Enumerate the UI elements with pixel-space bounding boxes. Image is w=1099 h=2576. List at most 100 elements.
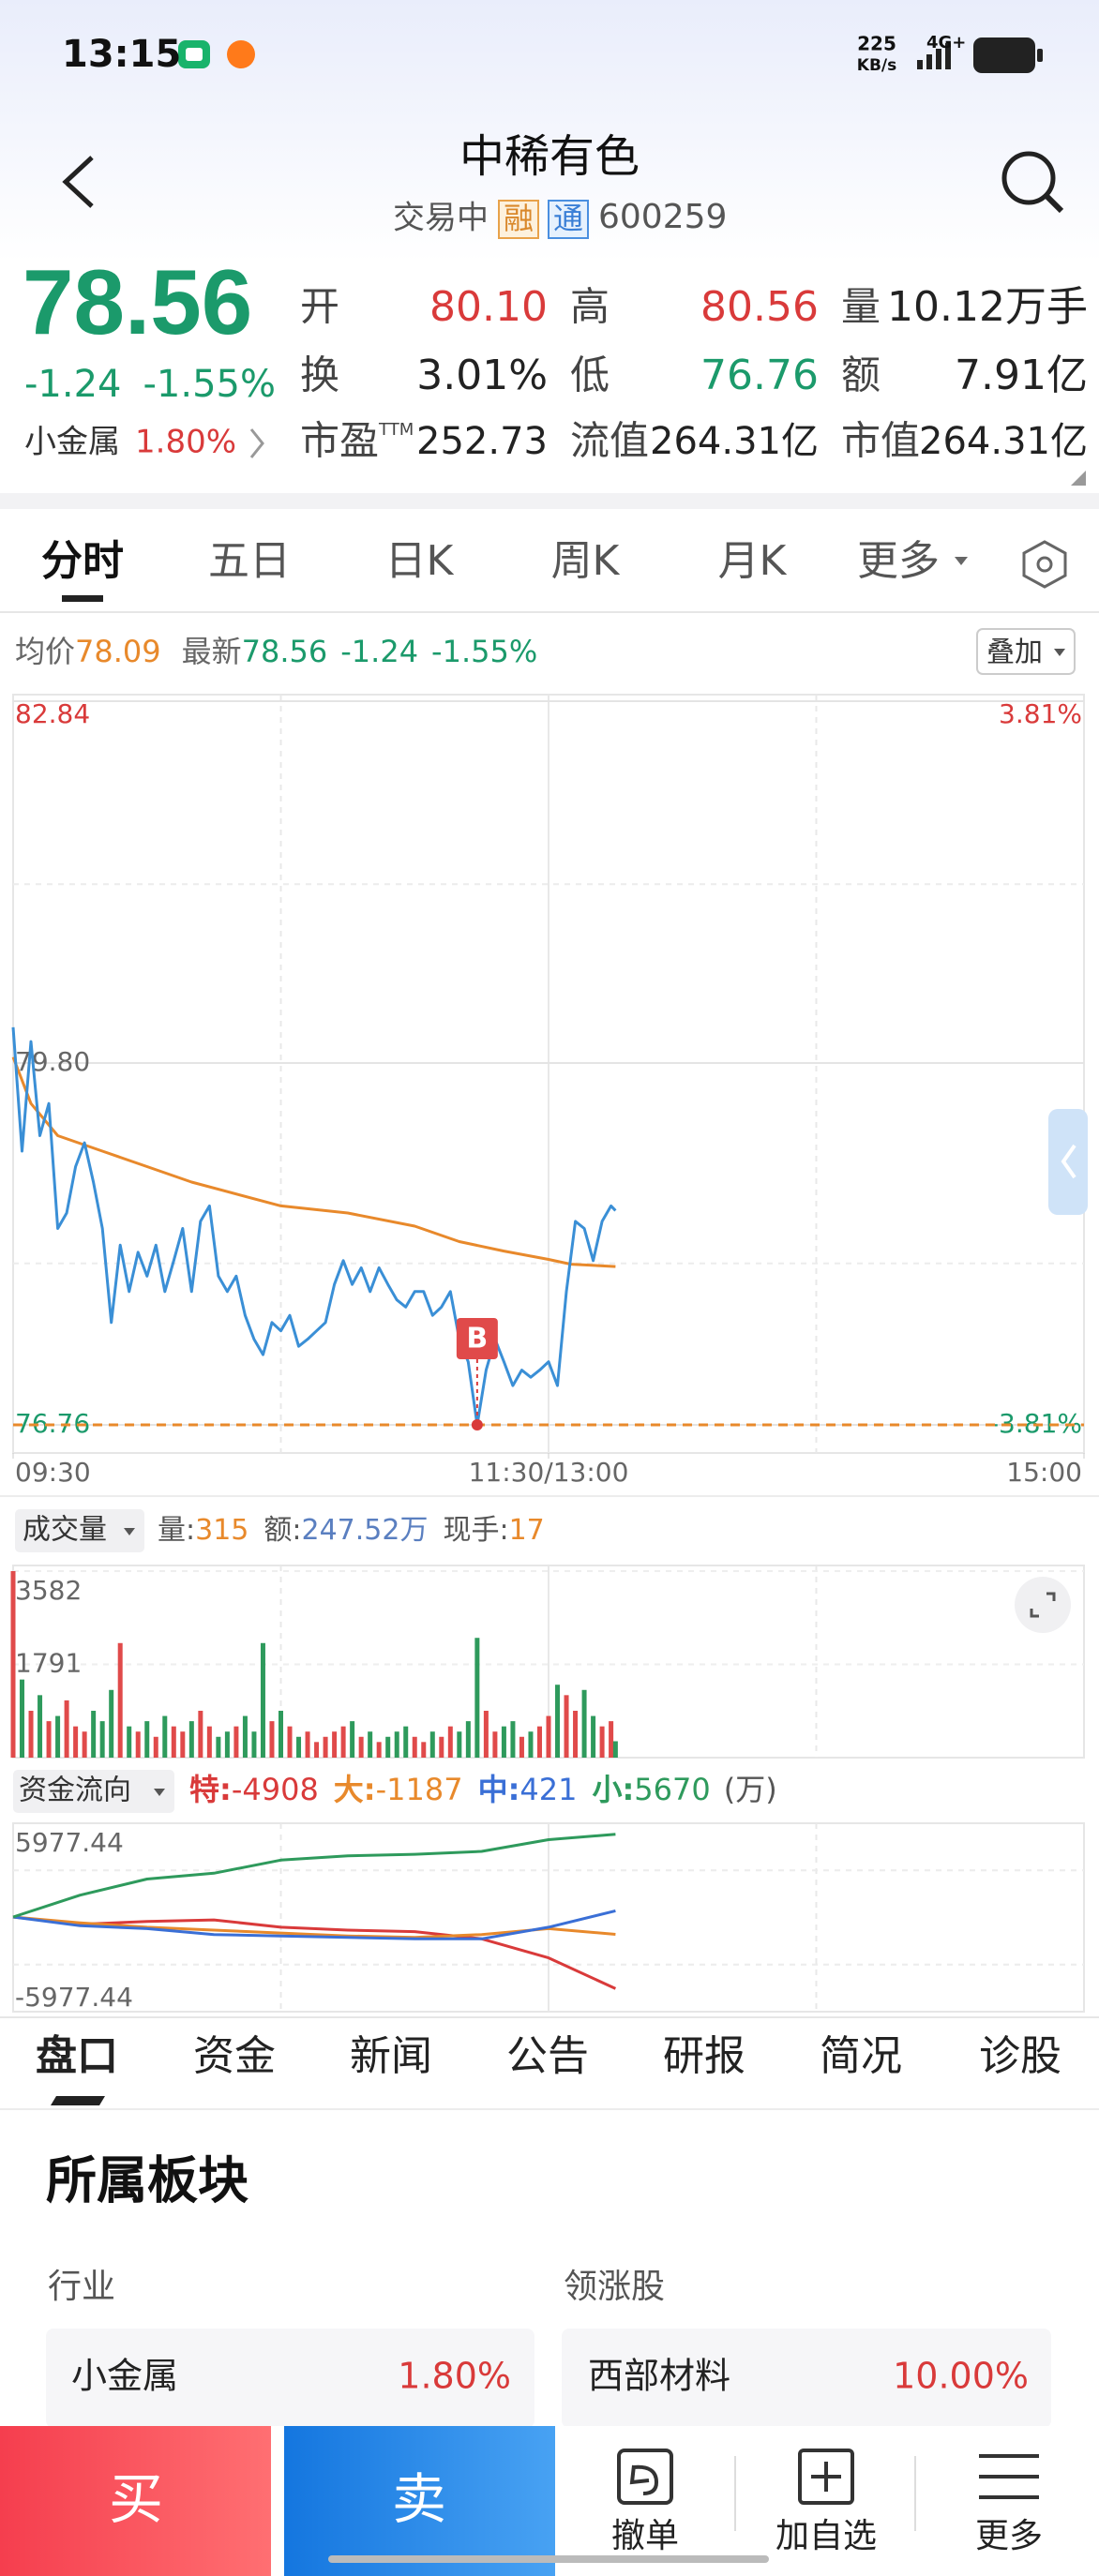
volume-bar <box>233 1726 239 1758</box>
flow-info-part: -1187 <box>376 1772 463 1807</box>
net-speed-unit: KB/s <box>857 56 896 75</box>
series-line <box>12 1909 616 1940</box>
chart-tab[interactable]: 月K <box>718 537 788 585</box>
volume-bar <box>38 1695 43 1758</box>
buy-button[interactable] <box>0 2426 271 2576</box>
chart-tab[interactable]: 日K <box>385 537 455 585</box>
volume-bar <box>188 1721 194 1758</box>
industry-label: 行业 <box>48 2268 115 2306</box>
info-tab[interactable]: 研报 <box>663 2032 745 2080</box>
overlay-button[interactable] <box>976 628 1076 675</box>
sell-button[interactable] <box>284 2426 555 2576</box>
stat-label-sup: TTM <box>378 420 414 440</box>
info-tab[interactable]: 诊股 <box>979 2032 1061 2080</box>
net-speed: 225 <box>857 33 896 55</box>
volume-bar <box>394 1731 399 1758</box>
volume-bar <box>536 1726 542 1758</box>
chart-tab[interactable]: 分时 <box>41 537 124 585</box>
volume-bar <box>519 1736 524 1758</box>
volume-bar <box>127 1726 132 1758</box>
clock: 13:15 <box>62 33 181 76</box>
watch-plus <box>811 2462 841 2492</box>
volume-bar <box>305 1731 310 1758</box>
chart-tab[interactable]: 周K <box>551 537 621 585</box>
volume-bar <box>412 1736 417 1758</box>
industry-card[interactable] <box>46 2329 534 2428</box>
price-info: 均价78.09 最新78.56 -1.24 -1.55% <box>15 634 537 669</box>
search-handle <box>1044 193 1064 214</box>
back-button[interactable] <box>62 156 94 208</box>
series-line <box>12 1915 616 1939</box>
stat-value: 80.56 <box>700 283 819 331</box>
series-line <box>11 1056 616 1268</box>
stock-name: 中稀有色 <box>459 130 640 183</box>
side-tab[interactable] <box>1048 1109 1088 1215</box>
volume-bar <box>224 1731 230 1758</box>
volume-bar <box>612 1741 618 1758</box>
volume-bar <box>20 1679 25 1758</box>
info-tab[interactable]: 公告 <box>506 2032 589 2080</box>
volume-bar <box>528 1731 534 1758</box>
badge-bg <box>498 200 539 239</box>
stat-label: 高 <box>570 284 610 330</box>
volume-bar <box>368 1731 373 1758</box>
stat-value: 3.01% <box>416 352 548 399</box>
volume-bar <box>492 1731 498 1758</box>
volume-bar <box>153 1736 158 1758</box>
action-label: 加自选 <box>775 2517 877 2555</box>
price-info-part: -1.24 <box>340 634 418 669</box>
volume-bar <box>162 1715 168 1758</box>
x-tick-label: 15:00 <box>1006 1457 1082 1488</box>
settings-button[interactable] <box>1022 540 1067 589</box>
stat-label: 量 <box>841 284 881 330</box>
info-tab[interactable]: 简况 <box>820 2032 902 2080</box>
flow-info: 特:-4908 大:-1187 中:421 小:5670 (万) <box>189 1772 777 1807</box>
info-tab[interactable]: 新闻 <box>350 2032 432 2080</box>
volume-bar <box>269 1721 275 1758</box>
leader-card[interactable] <box>562 2329 1051 2428</box>
expand-button[interactable] <box>1015 1577 1071 1633</box>
price-info-part: 均价 <box>15 634 75 669</box>
volume-bar <box>474 1638 480 1758</box>
volume-bar <box>117 1642 123 1758</box>
price-info-part: 最新 <box>182 634 242 669</box>
app-icon <box>227 40 255 68</box>
stat-value: 76.76 <box>700 352 819 399</box>
stat-label: 额 <box>841 352 881 398</box>
watch-icon[interactable] <box>798 2449 854 2505</box>
more-icon[interactable] <box>979 2454 1039 2499</box>
volume-bar <box>109 1689 114 1758</box>
cancel-arrow <box>629 2464 659 2495</box>
info-tab[interactable]: 资金 <box>193 2032 276 2080</box>
tab-underline <box>51 2096 105 2105</box>
volume-info-part: 17 <box>509 1514 545 1547</box>
volume-bar <box>260 1642 265 1758</box>
volume-bar <box>447 1726 453 1758</box>
series-line <box>12 1833 616 1919</box>
info-tab[interactable]: 盘口 <box>36 2032 118 2080</box>
volume-bar <box>483 1711 489 1758</box>
battery-tip <box>1037 49 1043 62</box>
flow-info-part: -4908 <box>232 1772 319 1807</box>
annotation-box <box>456 1318 498 1359</box>
dropdown-arrow <box>124 1528 135 1535</box>
flow-button[interactable] <box>13 1770 174 1813</box>
flow-info-part: 大: <box>334 1772 376 1807</box>
volume-bar <box>421 1742 427 1758</box>
chart-tab[interactable]: 更多 <box>857 537 940 585</box>
volume-bar <box>332 1731 338 1758</box>
volume-bar <box>591 1715 596 1758</box>
volume-bar <box>385 1736 391 1758</box>
volume-bar <box>180 1731 186 1758</box>
volume-bar <box>296 1736 302 1758</box>
chart-tab[interactable]: 五日 <box>208 537 291 585</box>
flow-info-part: 421 <box>519 1772 577 1807</box>
search-button[interactable] <box>1001 151 1056 205</box>
volume-button[interactable] <box>15 1509 144 1552</box>
cancel-icon[interactable] <box>617 2449 673 2505</box>
volume-bar <box>546 1715 551 1758</box>
volume-bar <box>581 1689 587 1758</box>
flow-info-part: 中: <box>478 1772 520 1807</box>
x-tick-label: 11:30/13:00 <box>469 1457 629 1488</box>
